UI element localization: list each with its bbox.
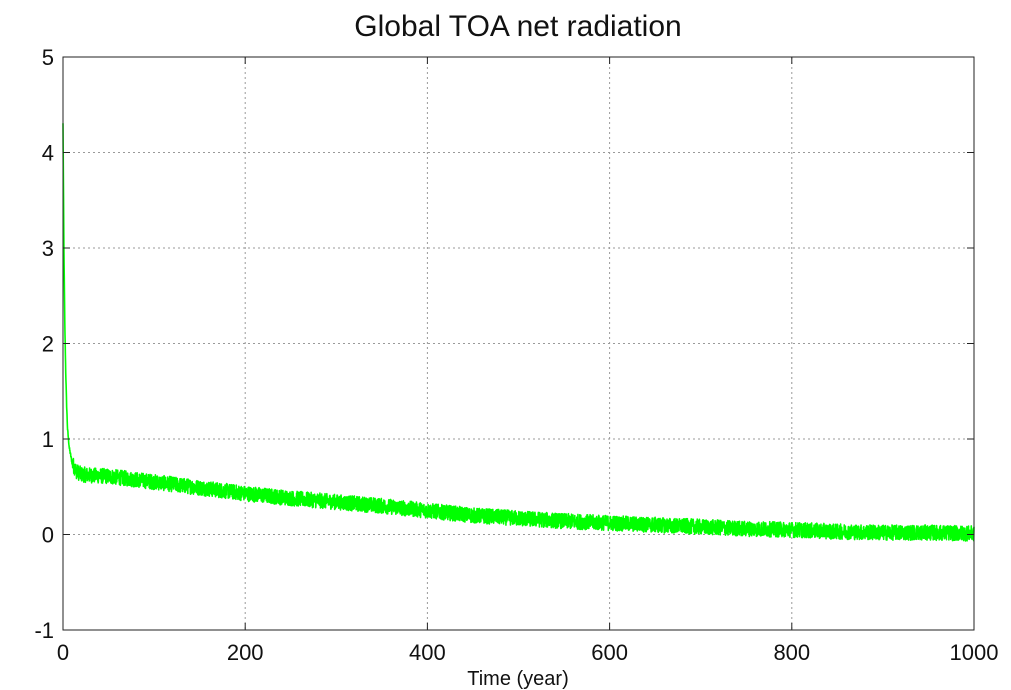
x-tick-label: 0 (57, 640, 69, 665)
y-tick-label: 0 (42, 523, 54, 548)
y-tick-label: 3 (42, 236, 54, 261)
y-tick-label: -1 (34, 618, 54, 643)
x-tick-labels: 0 200 400 600 800 1000 (57, 640, 999, 665)
x-tick-label: 800 (773, 640, 810, 665)
y-tick-label: 5 (42, 45, 54, 70)
series-layer (62, 123, 975, 542)
x-tick-label: 200 (227, 640, 264, 665)
y-tick-label: 2 (42, 332, 54, 357)
y-tick-labels: -1 0 1 2 3 4 5 (34, 45, 54, 643)
x-tick-label: 400 (409, 640, 446, 665)
series-line (62, 123, 975, 542)
chart-title: Global TOA net radiation (354, 10, 681, 43)
ticks (62, 56, 975, 631)
y-tick-label: 1 (42, 427, 54, 452)
x-tick-label: 600 (591, 640, 628, 665)
y-tick-label: 4 (42, 141, 54, 166)
x-axis-label: Time (year) (467, 668, 568, 690)
grid (63, 57, 974, 630)
x-tick-label: 1000 (950, 640, 999, 665)
